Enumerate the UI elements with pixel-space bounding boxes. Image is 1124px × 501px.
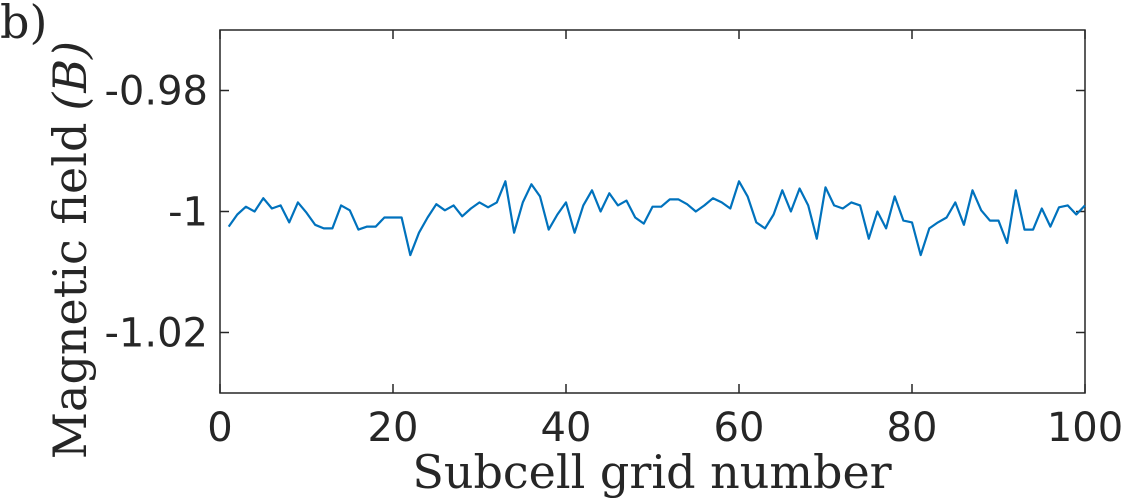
x-tick-label: 40: [541, 405, 592, 451]
x-tick-label: 100: [1047, 405, 1123, 451]
y-axis-label-text: Magnetic field: [43, 123, 97, 459]
x-axis-label: Subcell grid number: [412, 445, 891, 499]
series-line: [227, 180, 1086, 257]
plot-area: [219, 29, 1086, 394]
x-tick-labels: 0 20 40 60 80 100: [207, 405, 1123, 451]
axis-ticks: [219, 30, 1086, 393]
x-tick-label: 60: [714, 405, 765, 451]
panel-label: b): [0, 0, 47, 49]
y-tick-label: -1: [168, 190, 208, 236]
y-tick-labels: -0.98 -1 -1.02: [105, 69, 209, 357]
y-axis-label-symbol: (B): [43, 41, 97, 111]
y-tick-label: -0.98: [105, 69, 209, 115]
y-tick-label: -1.02: [105, 311, 209, 357]
y-axis-label: Magnetic field (B): [43, 41, 97, 459]
x-tick-label: 20: [368, 405, 419, 451]
x-tick-label: 0: [207, 405, 232, 451]
x-tick-label: 80: [887, 405, 938, 451]
